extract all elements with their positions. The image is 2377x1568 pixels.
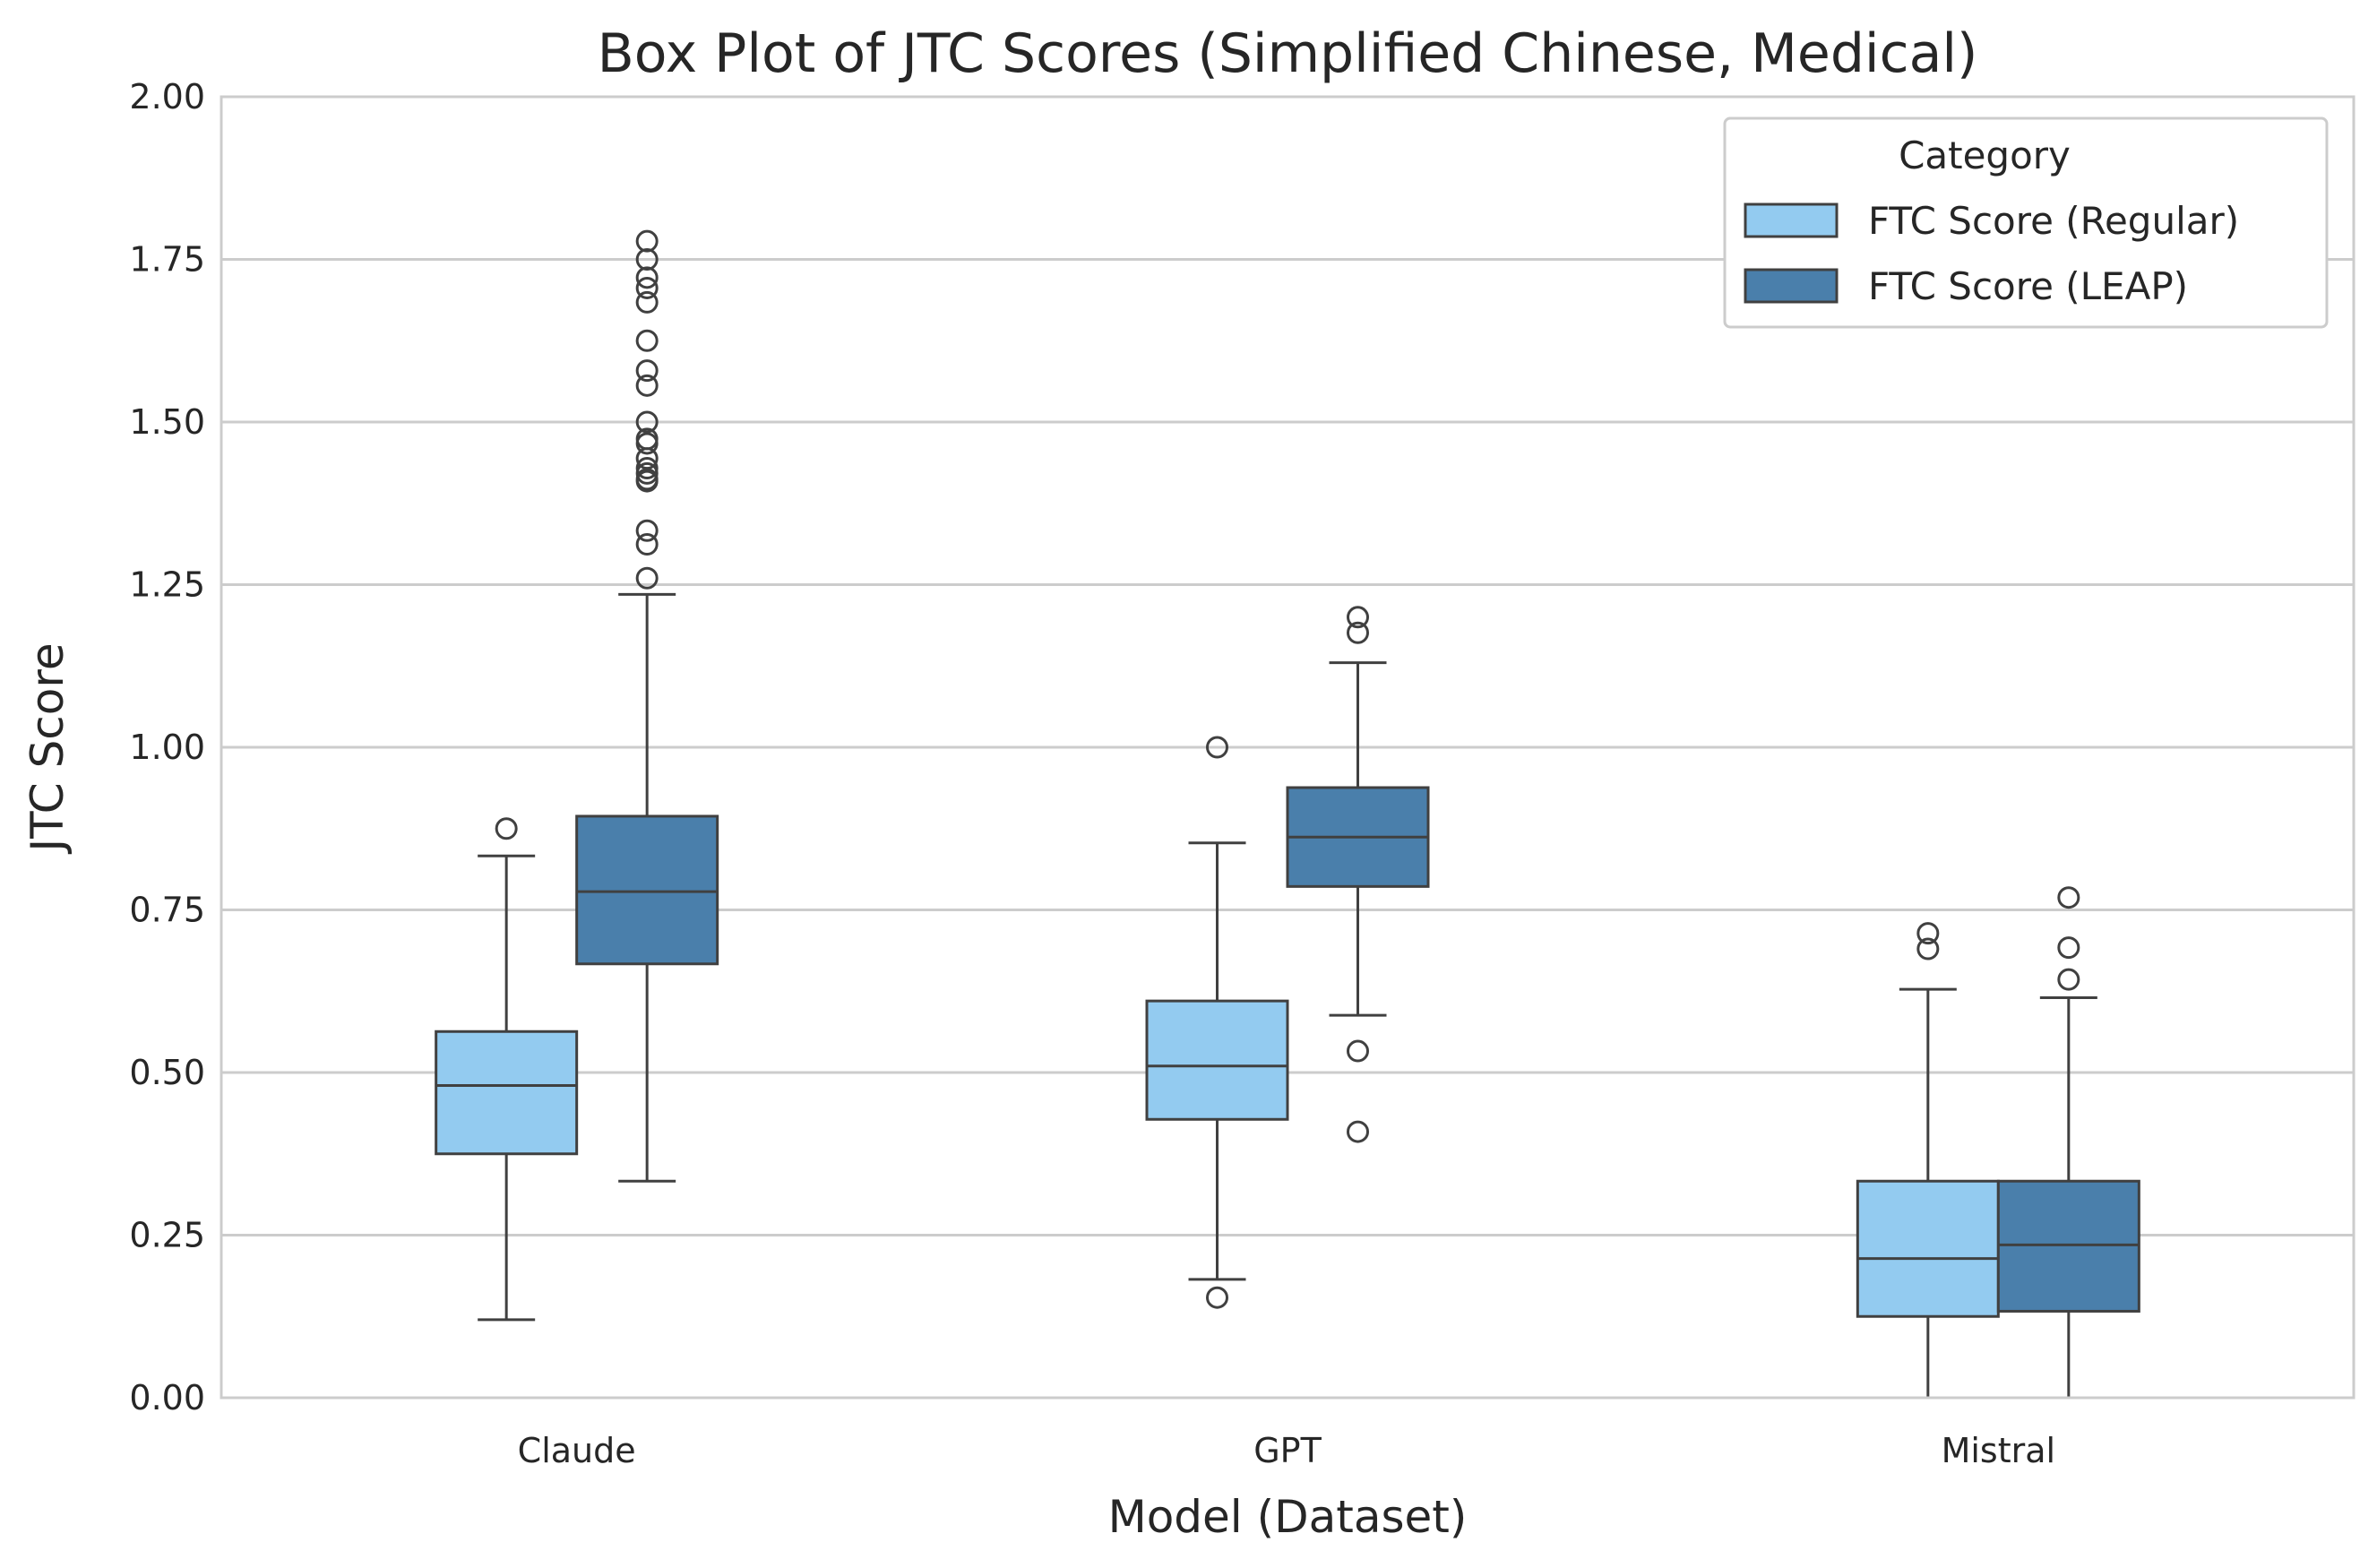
outlier-point <box>635 329 659 352</box>
iqr-box <box>435 1030 579 1156</box>
legend: Category FTC Score (Regular) FTC Score (… <box>1723 116 2329 329</box>
outlier-point <box>635 532 659 556</box>
outlier-point <box>635 410 659 434</box>
y-tick-label: 0.75 <box>129 891 205 930</box>
x-tick-label: GPT <box>1253 1431 1322 1470</box>
legend-title: Category <box>1899 134 2071 177</box>
y-tick-label: 1.00 <box>129 728 205 767</box>
y-tick-label: 0.00 <box>129 1378 205 1417</box>
outlier-point <box>635 461 659 485</box>
plot-frame <box>220 95 2355 1400</box>
outlier-point <box>1347 1039 1369 1063</box>
legend-label-leap: FTC Score (LEAP) <box>1868 264 2188 308</box>
x-axis-title: Model (Dataset) <box>1108 1491 1468 1543</box>
box-mistral-regular <box>1856 922 2000 1400</box>
outlier-point <box>635 248 659 271</box>
boxes-layer <box>435 229 2140 1400</box>
chart-title: Box Plot of JTC Scores (Simplified Chine… <box>598 22 1978 85</box>
outlier-point <box>635 432 659 455</box>
iqr-box <box>575 814 719 966</box>
outlier-point <box>2057 968 2080 991</box>
y-tick-label: 1.25 <box>129 565 205 605</box>
y-tick-label: 0.25 <box>129 1216 205 1255</box>
x-tick-label: Mistral <box>1942 1431 2056 1470</box>
y-tick-label: 1.50 <box>129 402 205 442</box>
outlier-point <box>495 817 518 840</box>
outlier-point <box>1206 1286 1228 1309</box>
legend-swatch-regular <box>1744 202 1839 238</box>
legend-swatch-leap <box>1744 268 1839 304</box>
legend-label-regular: FTC Score (Regular) <box>1868 199 2239 243</box>
outlier-point <box>2057 886 2080 909</box>
y-tick-label: 2.00 <box>129 77 205 116</box>
outlier-point <box>1916 937 1940 961</box>
legend-frame <box>1723 116 2329 329</box>
outlier-point <box>1916 922 1940 945</box>
outlier-point <box>1347 621 1369 644</box>
y-tick-label: 0.50 <box>129 1053 205 1092</box>
outlier-point <box>1206 736 1228 759</box>
outlier-point <box>635 359 659 383</box>
box-gpt-leap <box>1286 606 1430 1143</box>
iqr-box <box>1145 999 1289 1121</box>
y-tick-label: 1.75 <box>129 240 205 280</box>
outlier-point <box>1347 606 1369 629</box>
outlier-point <box>635 276 659 299</box>
outlier-point <box>635 266 659 289</box>
y-axis-title: JTC Score <box>22 642 73 854</box>
outlier-point <box>635 290 659 314</box>
box-mistral-leap <box>1996 886 2140 1400</box>
outlier-point <box>635 374 659 397</box>
iqr-box <box>1856 1179 2000 1318</box>
box-claude-leap <box>575 229 719 1183</box>
outlier-point <box>635 566 659 590</box>
box-claude-regular <box>435 817 579 1322</box>
outlier-point <box>2057 936 2080 960</box>
x-tick-labels: Claude GPT Mistral <box>518 1431 2055 1470</box>
box-gpt-regular <box>1145 736 1289 1309</box>
outlier-point <box>1347 1120 1369 1143</box>
outlier-point <box>635 470 659 493</box>
x-tick-label: Claude <box>518 1431 636 1470</box>
outlier-point <box>635 519 659 542</box>
outlier-point <box>635 229 659 253</box>
y-tick-labels: 0.00 0.25 0.50 0.75 1.00 1.25 1.50 1.75 2.00 <box>129 77 205 1417</box>
